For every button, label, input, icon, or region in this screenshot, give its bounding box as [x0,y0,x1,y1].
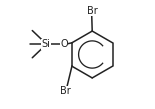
Text: Br: Br [87,6,98,16]
Text: O: O [60,39,68,49]
Text: Si: Si [41,39,50,49]
Text: Br: Br [60,86,70,96]
